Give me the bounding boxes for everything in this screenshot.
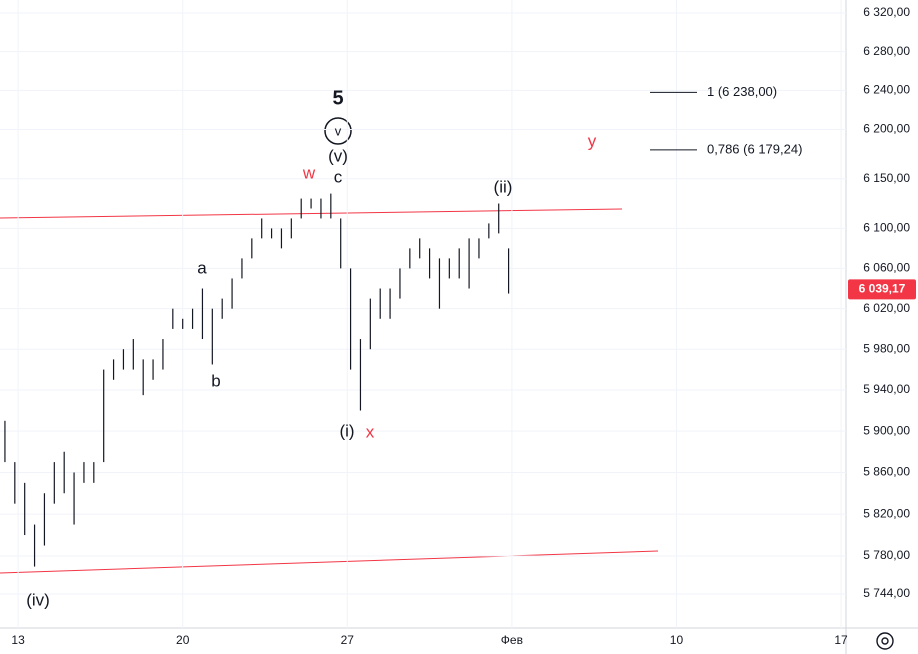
y-tick-label: 5 900,00 xyxy=(863,423,910,437)
x-tick-label: 13 xyxy=(11,633,25,647)
wave-circle xyxy=(324,117,352,145)
wave-label: a xyxy=(197,258,207,277)
y-tick-label: 6 280,00 xyxy=(863,44,910,58)
lower-trendline xyxy=(0,550,659,574)
wave-label: w xyxy=(302,163,316,182)
fib-label: 0,786 (6 179,24) xyxy=(707,141,802,156)
wave-label: x xyxy=(366,422,375,441)
y-tick-label: 5 860,00 xyxy=(863,465,910,479)
wave-label: y xyxy=(588,131,597,150)
y-tick-label: 5 940,00 xyxy=(863,382,910,396)
wave-label: b xyxy=(211,371,220,390)
gear-hub[interactable] xyxy=(881,637,889,645)
upper-trendline xyxy=(0,208,623,219)
y-tick-label: 6 060,00 xyxy=(863,261,910,275)
y-tick-label: 6 240,00 xyxy=(863,83,910,97)
y-tick-label: 5 980,00 xyxy=(863,341,910,355)
wave-label: (i) xyxy=(339,421,354,440)
y-tick-label: 5 780,00 xyxy=(863,548,910,562)
x-tick-label: Фев xyxy=(501,633,523,647)
last-price-tag xyxy=(848,279,916,300)
y-tick-label: 5 820,00 xyxy=(863,506,910,520)
y-tick-label: 5 744,00 xyxy=(863,586,910,600)
y-tick-label: 6 150,00 xyxy=(863,171,910,185)
last-price-label: 6 039,17 xyxy=(859,282,906,296)
x-tick-label: 27 xyxy=(341,633,355,647)
x-tick-label: 17 xyxy=(834,633,848,647)
y-tick-label: 6 020,00 xyxy=(863,301,910,315)
y-tick-label: 6 320,00 xyxy=(863,5,910,19)
wave-label: c xyxy=(334,167,343,186)
wave-label: (iv) xyxy=(26,590,50,609)
wave-label: v xyxy=(335,123,342,138)
fib-label: 1 (6 238,00) xyxy=(707,84,777,99)
y-tick-label: 6 200,00 xyxy=(863,122,910,136)
x-tick-label: 10 xyxy=(670,633,684,647)
settings-icon[interactable] xyxy=(876,632,894,650)
gear[interactable] xyxy=(876,632,894,650)
wave-label: 5 xyxy=(332,87,343,109)
wave-label: (ii) xyxy=(494,177,513,196)
y-tick-label: 6 100,00 xyxy=(863,221,910,235)
x-tick-label: 20 xyxy=(176,633,190,647)
wave-label: (v) xyxy=(328,146,348,165)
